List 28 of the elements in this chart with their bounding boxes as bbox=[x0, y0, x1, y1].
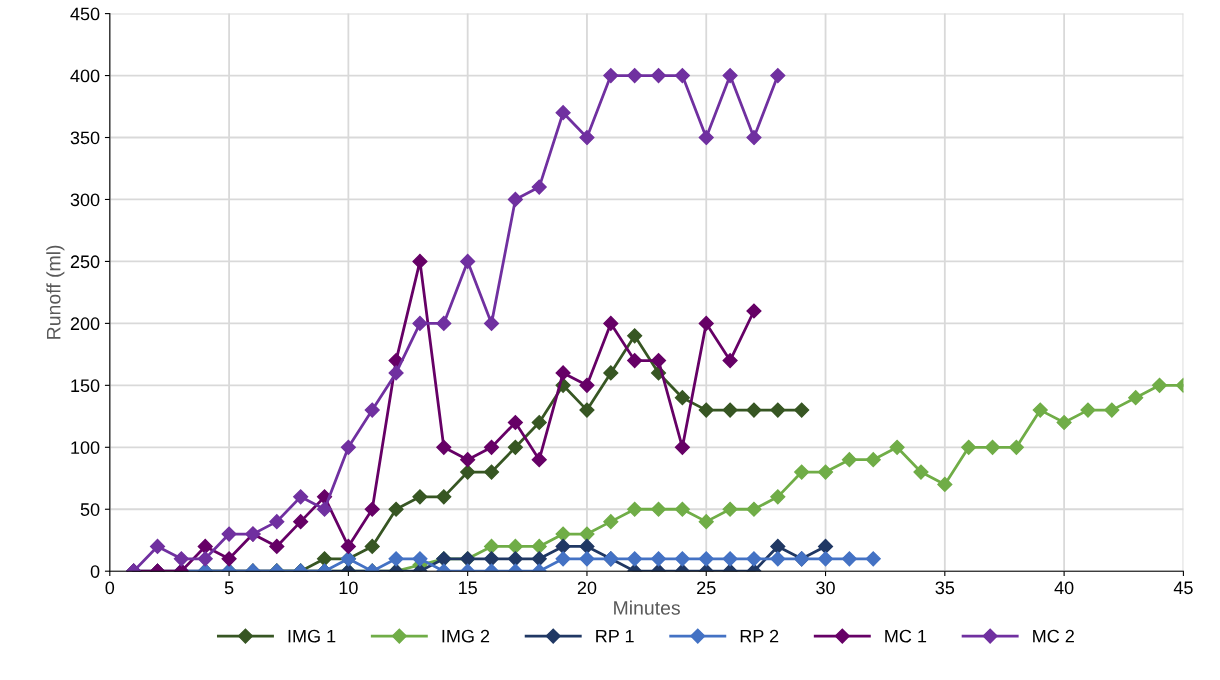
y-tick-label: 100 bbox=[71, 441, 100, 455]
legend-label: RP 1 bbox=[596, 629, 634, 643]
x-axis-title: Minutes bbox=[614, 600, 680, 615]
y-tick-label: 400 bbox=[70, 69, 100, 83]
y-tick-label: 50 bbox=[80, 503, 100, 516]
x-tick-label: 10 bbox=[339, 581, 358, 595]
legend-label: IMG 2 bbox=[442, 629, 490, 643]
x-tick-label: 25 bbox=[697, 581, 716, 595]
y-tick-label: 350 bbox=[70, 131, 100, 145]
x-tick-label: 15 bbox=[459, 581, 477, 595]
x-tick-label: 35 bbox=[935, 581, 955, 595]
x-tick-label: 45 bbox=[1173, 581, 1193, 595]
y-tick-label: 250 bbox=[70, 255, 100, 269]
y-tick-label: 0 bbox=[90, 565, 100, 578]
legend-label: RP 2 bbox=[740, 629, 779, 643]
y-tick-label: 150 bbox=[71, 379, 100, 393]
y-tick-label: 200 bbox=[70, 317, 100, 331]
x-tick-label: 0 bbox=[105, 581, 115, 595]
legend-label: MC 1 bbox=[885, 629, 927, 643]
legend-label: MC 2 bbox=[1033, 629, 1074, 643]
x-tick-label: 40 bbox=[1054, 581, 1074, 595]
y-axis-title: Runoff (ml) bbox=[46, 245, 65, 339]
x-tick-label: 5 bbox=[224, 581, 234, 595]
y-tick-label: 300 bbox=[70, 193, 100, 207]
y-tick-label: 450 bbox=[70, 7, 100, 21]
x-tick-label: 20 bbox=[577, 581, 597, 595]
x-tick-label: 30 bbox=[816, 581, 835, 595]
legend-label: IMG 1 bbox=[288, 629, 336, 643]
